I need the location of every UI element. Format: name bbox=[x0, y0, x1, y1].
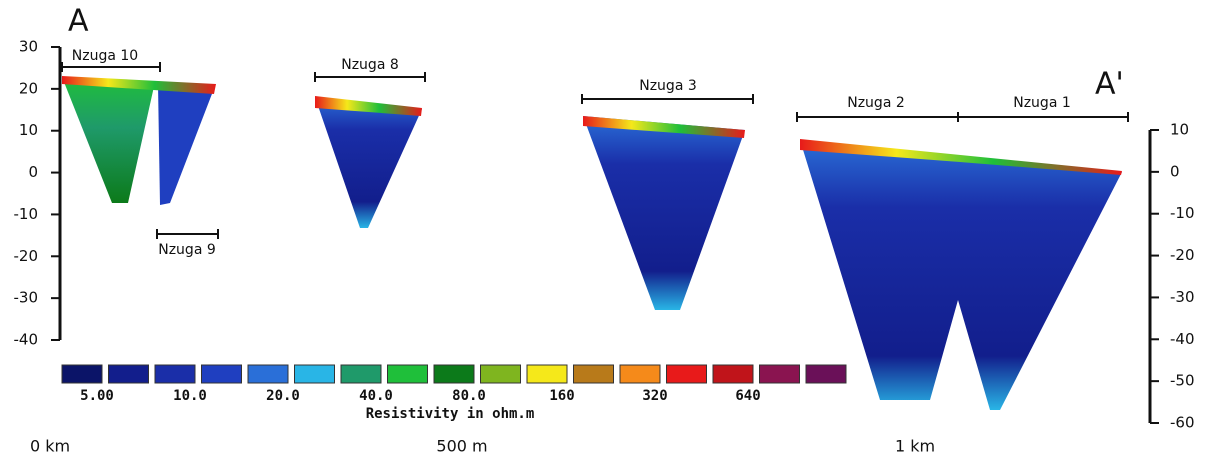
tick-label: -30 bbox=[1170, 288, 1195, 306]
colorbar-label: 640 bbox=[735, 388, 760, 404]
profile-label: Nzuga 2 bbox=[847, 95, 905, 111]
color-swatch bbox=[108, 364, 149, 384]
section-nzuga9 bbox=[158, 84, 215, 205]
color-swatch bbox=[480, 364, 521, 384]
surface-layer bbox=[315, 96, 422, 116]
label-a: A bbox=[68, 4, 89, 39]
tick-label: -10 bbox=[14, 205, 39, 223]
tick-label: -40 bbox=[14, 331, 39, 349]
color-swatch bbox=[201, 364, 242, 384]
colorbar-label: 320 bbox=[642, 388, 667, 404]
section-nzuga2-1 bbox=[800, 140, 1122, 410]
colorbar-label: 80.0 bbox=[452, 388, 486, 404]
section-nzuga8 bbox=[315, 97, 422, 228]
colorbar-label: 20.0 bbox=[266, 388, 300, 404]
color-swatch bbox=[247, 364, 289, 384]
profile-label: Nzuga 10 bbox=[72, 48, 138, 64]
color-swatch bbox=[573, 364, 614, 384]
label-a-prime: A' bbox=[1095, 67, 1124, 102]
color-swatch bbox=[387, 364, 428, 384]
color-swatch bbox=[526, 364, 568, 384]
colorbar-label: 40.0 bbox=[359, 388, 393, 404]
section-nzuga10 bbox=[62, 77, 155, 203]
bar bbox=[796, 112, 1129, 122]
bar bbox=[156, 229, 219, 239]
sections bbox=[62, 76, 1122, 410]
distance-label: 500 m bbox=[436, 437, 487, 456]
color-swatch bbox=[294, 364, 335, 384]
color-swatch bbox=[805, 364, 847, 384]
color-swatch bbox=[433, 364, 475, 384]
profile-label: Nzuga 8 bbox=[341, 57, 399, 73]
tick-label: 0 bbox=[1170, 162, 1180, 180]
colorbar-label: 5.00 bbox=[80, 388, 114, 404]
tick-label: -10 bbox=[1170, 204, 1195, 222]
profile-label: Nzuga 9 bbox=[158, 242, 216, 258]
color-swatch bbox=[712, 364, 754, 384]
profile-label: Nzuga 3 bbox=[639, 78, 697, 94]
distance-label: 1 km bbox=[895, 437, 935, 456]
tick-label: -50 bbox=[1170, 372, 1195, 390]
color-swatch bbox=[340, 364, 382, 384]
colorbar-label: 160 bbox=[549, 388, 574, 404]
profile-bars bbox=[61, 62, 1129, 239]
color-swatch bbox=[619, 364, 661, 384]
tick-label: 10 bbox=[19, 121, 38, 139]
color-swatch bbox=[154, 364, 196, 384]
distance-label: 0 km bbox=[30, 437, 70, 456]
tick-label: -30 bbox=[14, 289, 39, 307]
tick-label: -40 bbox=[1170, 330, 1195, 348]
bar bbox=[61, 62, 161, 72]
surface-layer bbox=[62, 76, 216, 94]
tick-label: -20 bbox=[1170, 246, 1195, 264]
tick-label: 0 bbox=[28, 163, 38, 181]
color-swatch bbox=[61, 364, 103, 384]
section-nzuga3 bbox=[583, 116, 745, 310]
tick-label: 20 bbox=[19, 79, 38, 97]
tick-label: 30 bbox=[19, 38, 38, 56]
color-swatch bbox=[666, 364, 707, 384]
bar bbox=[314, 72, 426, 82]
surface-layer bbox=[800, 139, 1122, 175]
tick-label: -20 bbox=[14, 247, 39, 265]
surface-layer bbox=[583, 116, 745, 138]
colorbar-title: Resistivity in ohm.m bbox=[366, 406, 535, 422]
bar bbox=[581, 94, 754, 104]
colorbar-label: 10.0 bbox=[173, 388, 207, 404]
profile-label: Nzuga 1 bbox=[1013, 95, 1071, 111]
tick-label: 10 bbox=[1170, 121, 1189, 139]
tick-label: -60 bbox=[1170, 414, 1195, 432]
color-swatch bbox=[759, 364, 800, 384]
